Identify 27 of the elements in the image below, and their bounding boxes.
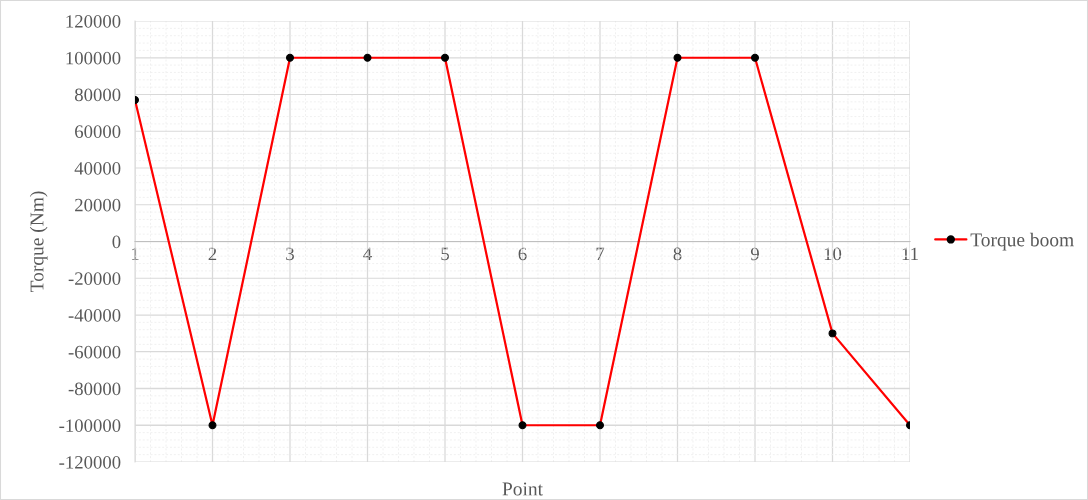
y-tick-label: 20000 bbox=[75, 198, 121, 212]
x-tick-label: 7 bbox=[596, 247, 605, 261]
y-tick-label: 100000 bbox=[66, 51, 121, 65]
x-tick-label: 10 bbox=[824, 247, 842, 261]
y-tick-label: 80000 bbox=[74, 88, 121, 102]
y-tick-label: -120000 bbox=[59, 456, 121, 469]
y-tick-label: 60000 bbox=[75, 125, 121, 138]
y-tick-label: 120000 bbox=[66, 15, 121, 28]
x-tick-label: 1 bbox=[131, 247, 139, 261]
x-axis-title: Point bbox=[502, 482, 543, 496]
y-tick-label: -60000 bbox=[68, 345, 121, 359]
y-tick-label: -100000 bbox=[59, 419, 121, 432]
x-tick-label: 11 bbox=[902, 247, 918, 261]
x-tick-label: 9 bbox=[750, 247, 759, 261]
y-axis-title: Torque (Nm) bbox=[29, 191, 48, 293]
x-tick-label: 2 bbox=[208, 247, 217, 261]
y-tick-label: -80000 bbox=[68, 382, 121, 396]
x-tick-label: 3 bbox=[286, 247, 294, 261]
x-tick-label: 6 bbox=[518, 247, 527, 261]
x-tick-label: 8 bbox=[673, 247, 682, 261]
y-tick-label: -20000 bbox=[68, 272, 121, 285]
x-tick-label: 4 bbox=[363, 247, 372, 261]
x-tick-label: 5 bbox=[441, 247, 449, 261]
y-tick-label: 0 bbox=[112, 235, 121, 249]
y-tick-label: 40000 bbox=[74, 162, 121, 175]
y-tick-label: -40000 bbox=[68, 309, 121, 322]
legend-label: Torque boom bbox=[970, 232, 1074, 251]
